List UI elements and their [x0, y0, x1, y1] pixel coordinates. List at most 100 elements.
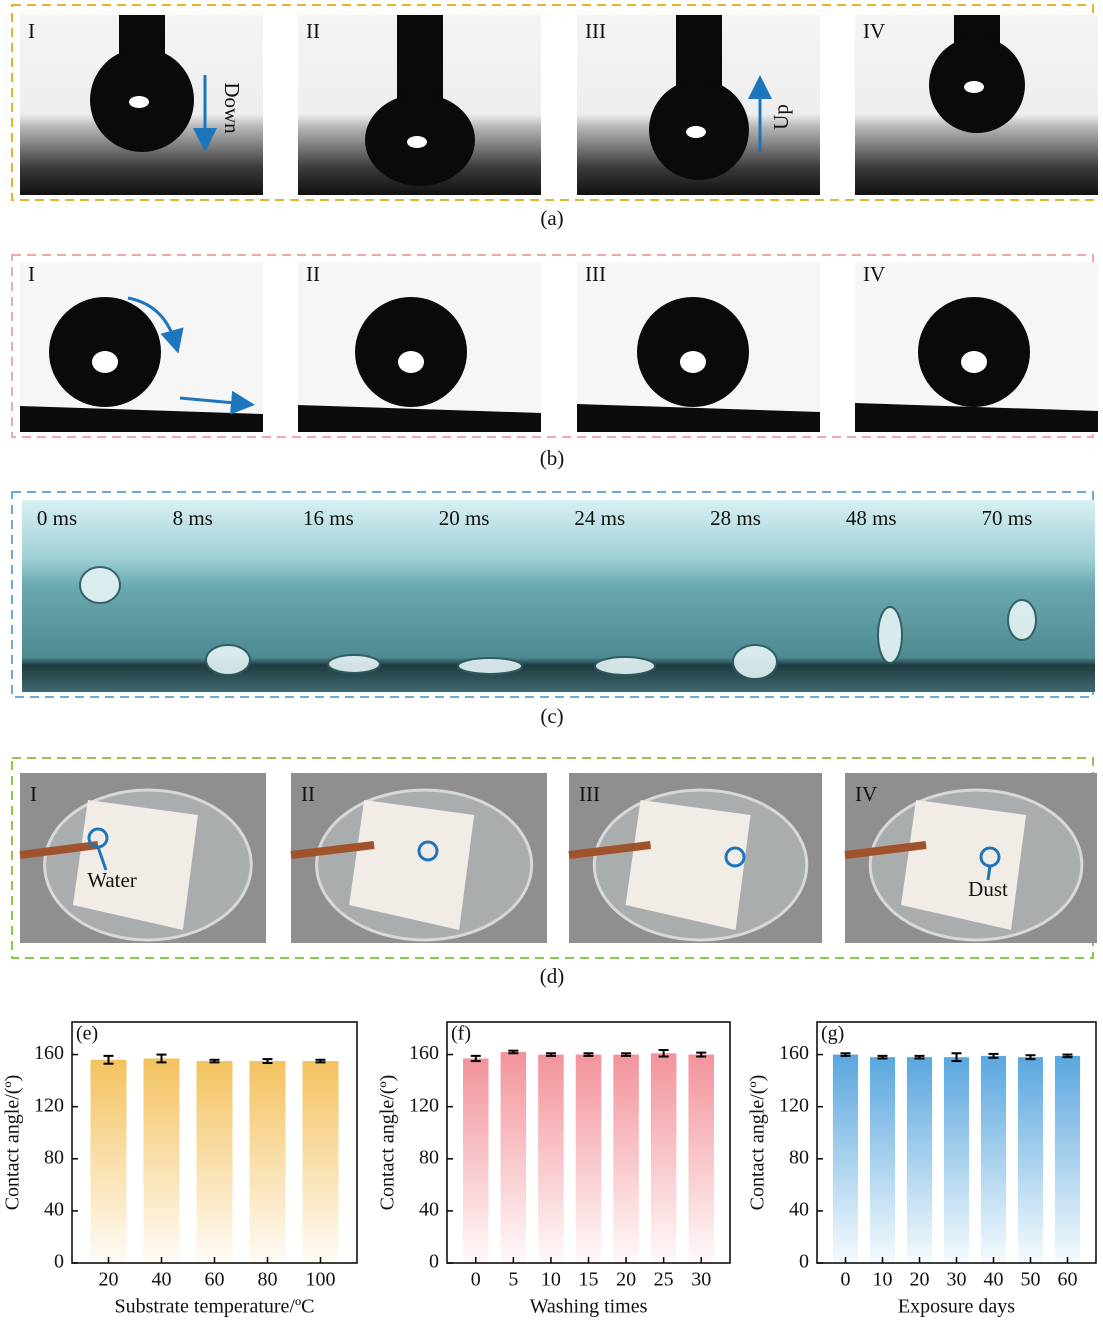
y-axis-label: Contact angle/(º)	[377, 1075, 399, 1211]
bar	[249, 1061, 285, 1263]
time-label: 16 ms	[303, 506, 354, 530]
figure: IIIIIIIVDownUp(a)IIIIIIIV(b)0 ms8 ms16 m…	[0, 0, 1103, 1323]
y-tick-label: 0	[429, 1251, 439, 1273]
x-tick-label: 0	[841, 1269, 851, 1291]
annotation: Down	[220, 82, 244, 134]
bar	[651, 1053, 677, 1263]
bar	[870, 1057, 895, 1263]
panel-label: IV	[863, 262, 885, 286]
highlight	[964, 81, 984, 93]
x-tick-label: 80	[258, 1269, 278, 1291]
panel-label: (f)	[451, 1023, 471, 1045]
caption: (d)	[540, 964, 565, 988]
y-tick-label: 40	[44, 1198, 64, 1220]
x-tick-label: 50	[1021, 1269, 1041, 1291]
panel-label: I	[28, 262, 35, 286]
droplet	[328, 655, 380, 673]
droplet	[458, 658, 522, 674]
panel-label: II	[306, 19, 320, 43]
highlight	[961, 351, 987, 373]
y-tick-label: 40	[419, 1198, 439, 1220]
highlight	[686, 126, 706, 138]
x-tick-label: 40	[984, 1269, 1004, 1291]
y-tick-label: 80	[419, 1146, 439, 1168]
y-tick-label: 160	[34, 1042, 64, 1064]
x-tick-label: 10	[541, 1269, 561, 1291]
bar	[196, 1061, 232, 1263]
bar	[613, 1055, 639, 1263]
time-label: 0 ms	[37, 506, 77, 530]
droplet	[206, 645, 250, 675]
error-bar	[471, 1056, 481, 1061]
y-tick-label: 120	[34, 1094, 64, 1116]
time-label: 8 ms	[173, 506, 213, 530]
bar	[538, 1055, 564, 1263]
y-tick-label: 120	[409, 1094, 439, 1116]
x-tick-label: 30	[691, 1269, 711, 1291]
droplet	[595, 657, 655, 675]
x-tick-label: 60	[205, 1269, 225, 1291]
x-tick-label: 30	[947, 1269, 967, 1291]
panel-label: (e)	[76, 1023, 98, 1045]
highlight	[129, 96, 149, 108]
caption: (a)	[540, 206, 563, 230]
y-tick-label: 40	[789, 1198, 809, 1220]
bar	[302, 1061, 338, 1263]
time-label: 70 ms	[982, 506, 1033, 530]
x-axis-label: Washing times	[530, 1296, 648, 1318]
time-label: 24 ms	[574, 506, 625, 530]
x-tick-label: 40	[152, 1269, 172, 1291]
highlight	[407, 136, 427, 148]
y-tick-label: 0	[54, 1251, 64, 1273]
droplet	[1008, 600, 1036, 640]
bar	[143, 1058, 179, 1263]
panel-label: III	[585, 262, 606, 286]
panel-label: IV	[855, 782, 877, 806]
panel-label: II	[301, 782, 315, 806]
time-label: 48 ms	[846, 506, 897, 530]
y-tick-label: 160	[409, 1042, 439, 1064]
x-tick-label: 60	[1058, 1269, 1078, 1291]
highlight	[680, 351, 706, 373]
y-tick-label: 80	[44, 1146, 64, 1168]
annotation: Water	[87, 868, 137, 892]
caption: (b)	[540, 446, 565, 470]
bar	[907, 1057, 932, 1263]
x-tick-label: 25	[654, 1269, 674, 1291]
y-tick-label: 120	[779, 1094, 809, 1116]
y-tick-label: 0	[799, 1251, 809, 1273]
droplet	[733, 645, 777, 679]
bar	[463, 1058, 489, 1263]
bar	[1018, 1057, 1043, 1263]
panel-label: I	[28, 19, 35, 43]
panel-label: III	[585, 19, 606, 43]
bar	[688, 1055, 714, 1263]
panel-label: (g)	[821, 1023, 844, 1045]
x-tick-label: 5	[508, 1269, 518, 1291]
panel-label: III	[579, 782, 600, 806]
panel-label: II	[306, 262, 320, 286]
y-axis-label: Contact angle/(º)	[747, 1075, 769, 1211]
bar	[833, 1055, 858, 1263]
panel-label: IV	[863, 19, 885, 43]
caption: (c)	[540, 704, 563, 728]
y-tick-label: 160	[779, 1042, 809, 1064]
highlight	[398, 351, 424, 373]
x-tick-label: 20	[910, 1269, 930, 1291]
x-tick-label: 20	[99, 1269, 119, 1291]
bar	[90, 1060, 126, 1263]
x-axis-label: Substrate temperature/ºC	[114, 1296, 314, 1318]
x-tick-label: 15	[579, 1269, 599, 1291]
x-axis-label: Exposure days	[898, 1296, 1015, 1318]
y-tick-label: 80	[789, 1146, 809, 1168]
x-tick-label: 10	[873, 1269, 893, 1291]
droplet	[878, 607, 902, 663]
bar	[981, 1056, 1006, 1263]
time-label: 28 ms	[710, 506, 761, 530]
bar	[1055, 1056, 1080, 1263]
x-tick-label: 0	[471, 1269, 481, 1291]
y-axis-label: Contact angle/(º)	[2, 1075, 24, 1211]
bar	[501, 1052, 527, 1263]
highlight	[92, 351, 118, 373]
panel-label: I	[30, 782, 37, 806]
